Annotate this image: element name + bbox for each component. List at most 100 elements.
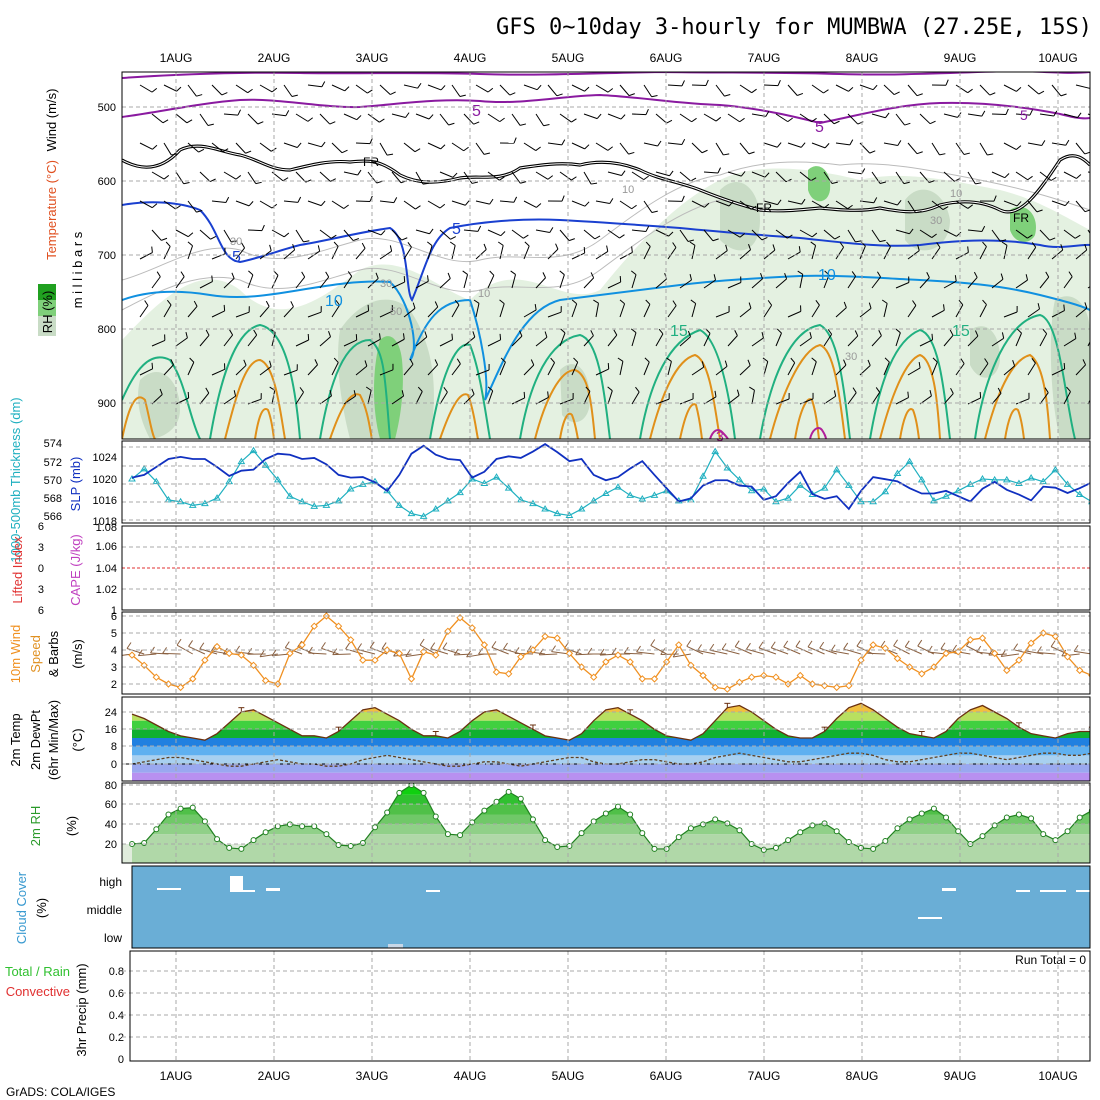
rh-point xyxy=(821,820,828,827)
wind-barb xyxy=(943,334,954,347)
wind-barb xyxy=(439,113,450,126)
wind-barb xyxy=(799,337,812,347)
wind-barb xyxy=(667,361,672,376)
wind-speed-point xyxy=(541,632,549,641)
rh-point xyxy=(1003,814,1010,821)
temp2m-panel: 24 16 8 0 2m Temp 2m DewPt (6hr Min/Max)… xyxy=(8,700,1090,781)
wind-barb xyxy=(635,386,640,393)
wind-barb xyxy=(895,282,910,289)
wind-barb xyxy=(1051,249,1064,260)
wind-barb xyxy=(877,271,881,278)
wind-barb xyxy=(331,84,345,92)
wind-barb xyxy=(331,362,339,376)
wind-barb xyxy=(895,113,905,126)
wind-speed-point xyxy=(164,680,173,688)
wind-barb xyxy=(369,195,373,202)
wind-barb xyxy=(223,113,238,116)
wind-barb xyxy=(559,270,565,276)
wind-barb xyxy=(883,361,890,376)
wind-barb xyxy=(797,92,804,96)
wind-barb xyxy=(1015,229,1028,239)
wind-barb xyxy=(405,653,424,658)
wind-barb xyxy=(750,205,757,210)
wind-barb xyxy=(290,301,294,307)
wind-barb xyxy=(904,122,911,126)
wind-barb xyxy=(847,229,856,243)
wind-speed-point xyxy=(152,673,161,681)
wind-barb xyxy=(571,200,586,207)
wind-barb xyxy=(556,93,563,97)
wind-barb xyxy=(835,307,847,318)
wind-barb xyxy=(1087,340,1090,347)
wind-barb xyxy=(162,119,169,124)
wind-barb xyxy=(459,94,466,98)
slp-ylabel: SLP (mb) xyxy=(68,457,83,512)
wind-barb xyxy=(473,299,480,304)
wind-barb xyxy=(571,176,577,181)
wind-barb xyxy=(524,241,530,247)
precip-ylabel: Total / Rain xyxy=(5,964,70,979)
wind-barb xyxy=(451,200,466,206)
wind-barb xyxy=(187,362,195,376)
wind-barb xyxy=(686,639,692,647)
cloud-gap xyxy=(388,944,403,948)
wind-barb xyxy=(387,153,394,156)
wind-barb xyxy=(447,272,451,279)
wind-barb xyxy=(751,390,755,405)
thickness-point xyxy=(298,497,306,505)
wind-barb xyxy=(859,245,866,260)
wind-barb xyxy=(871,335,882,347)
wind-barb xyxy=(916,93,923,97)
wind-barb xyxy=(139,200,153,209)
wind-barb xyxy=(703,333,711,347)
wind-barb xyxy=(609,198,614,204)
wind-barb xyxy=(630,328,637,333)
wind-barb xyxy=(943,229,957,237)
wind-barb xyxy=(571,252,585,260)
cloud-gap xyxy=(230,876,243,892)
wind-barb xyxy=(462,270,468,275)
contour-label: 10 xyxy=(818,267,836,284)
wind-barb xyxy=(307,364,318,376)
wind-barb xyxy=(463,146,469,152)
cloud-level-label: low xyxy=(104,931,122,945)
wind-barb xyxy=(988,653,1007,656)
wind-barb xyxy=(871,392,881,405)
wind-barb xyxy=(1013,649,1032,655)
wind-barb xyxy=(739,233,746,238)
cloud-gap xyxy=(942,888,956,891)
lifted-index-ylabel: Lifted Index xyxy=(10,536,25,604)
wind-barb xyxy=(199,281,213,289)
thickness-point xyxy=(286,492,294,499)
wind-barb xyxy=(849,139,854,146)
temp-contour-10 xyxy=(122,274,1090,401)
slp-tick: 1018 xyxy=(93,516,117,528)
wind-speed-point xyxy=(1063,653,1072,661)
wind-barb xyxy=(427,241,433,246)
thickness-point xyxy=(444,496,452,504)
wind-barb xyxy=(560,328,566,334)
wind-barb xyxy=(799,229,813,238)
wind-barb xyxy=(523,84,538,91)
wind-barb xyxy=(584,201,590,207)
wind-barb xyxy=(415,229,430,235)
wind-barb xyxy=(449,241,456,246)
wind-barb xyxy=(269,360,272,367)
wind-barb xyxy=(357,169,362,176)
wind-barb xyxy=(343,339,357,347)
wind-barb xyxy=(823,203,830,209)
temp-band xyxy=(132,772,1090,781)
wind-barb xyxy=(811,200,825,209)
wind10m-ylabel: & Barbs xyxy=(46,630,61,677)
wind-barb xyxy=(714,390,717,397)
temp-tick: 0 xyxy=(111,759,117,771)
wind-barb xyxy=(491,646,509,655)
wind-barb xyxy=(886,241,891,247)
wind-barb xyxy=(952,644,958,652)
rh-point xyxy=(615,803,621,810)
wind-barb xyxy=(1053,110,1058,117)
wind-speed-point xyxy=(638,675,647,683)
wind-barb xyxy=(758,647,777,655)
wind-barb xyxy=(559,332,566,347)
wind-barb xyxy=(571,142,585,150)
